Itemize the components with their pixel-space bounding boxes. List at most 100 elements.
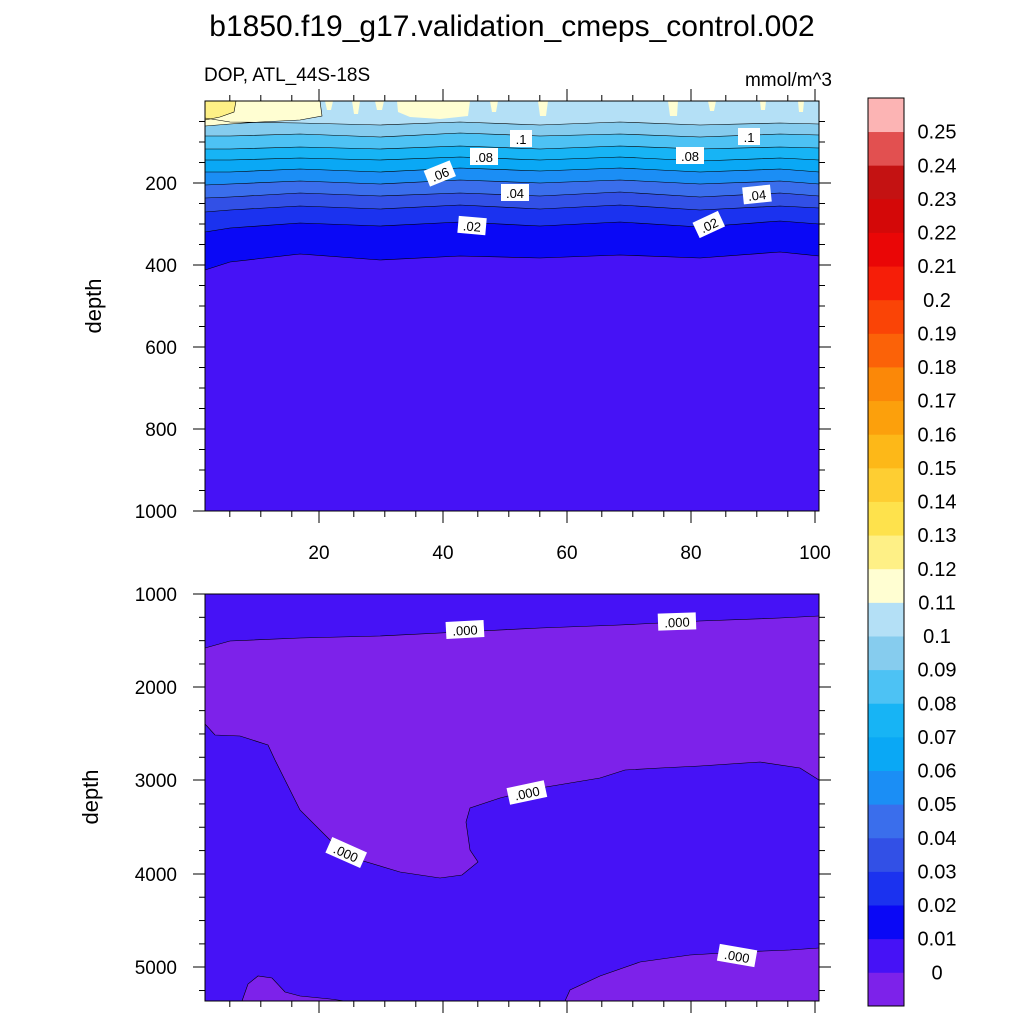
- contour-label: .04: [506, 186, 524, 201]
- contour-label: .02: [698, 215, 721, 236]
- contour-label: .04: [747, 187, 767, 204]
- x-tick-label: 40: [432, 543, 453, 564]
- contour-label-box: .06: [423, 160, 456, 187]
- x-tick-label: 80: [680, 543, 701, 564]
- lower-panel: .000 .000 .000 .000 .000 1000 2000: [78, 585, 831, 1013]
- contour-label: .02: [462, 218, 481, 235]
- variable-label: DOP, ATL_44S-18S: [204, 65, 370, 86]
- upper-x-ticks: [318, 89, 816, 523]
- colorbar-swatch: [868, 602, 904, 637]
- colorbar-swatch: [868, 232, 904, 267]
- colorbar-swatch: [868, 400, 904, 435]
- lower-y-axis-label: depth: [78, 769, 103, 824]
- lower-band-001: [205, 616, 819, 878]
- colorbar-label: 0.16: [918, 424, 957, 446]
- colorbar-swatch: [868, 703, 904, 738]
- colorbar-swatch: [868, 198, 904, 233]
- contour-label-box: .02: [457, 215, 487, 236]
- colorbar-label: 0.13: [918, 525, 957, 547]
- lower-band-003: [242, 976, 345, 1001]
- contour-label: .08: [681, 149, 699, 164]
- colorbar-swatch: [868, 636, 904, 671]
- contour-line-011: [204, 100, 323, 127]
- y-tick-label: 4000: [135, 865, 177, 886]
- colorbar-label: 0.14: [918, 492, 957, 514]
- contour-line-013: [204, 615, 820, 649]
- colorbar-swatch: [868, 568, 904, 603]
- colorbar-swatch: [868, 98, 904, 133]
- y-tick-label: 3000: [135, 771, 177, 792]
- x-tick-label: 20: [308, 543, 329, 564]
- upper-y-axis-label: depth: [81, 278, 106, 333]
- contour-label-box: .02: [692, 210, 726, 239]
- colorbar-swatch: [868, 299, 904, 334]
- contour-label: .08: [475, 150, 493, 165]
- y-tick-label: 400: [145, 256, 177, 277]
- contour-label-box: .04: [742, 184, 772, 205]
- colorbar-label: 0.04: [918, 828, 957, 850]
- colorbar-label: 0.11: [918, 592, 955, 614]
- contour-line-016: [241, 975, 346, 1002]
- lower-ticks: [193, 593, 831, 1013]
- colorbar-swatch: [868, 871, 904, 906]
- upper-band-013: [205, 101, 236, 120]
- contour-line-010: [204, 117, 820, 126]
- colorbar-label: 0.01: [918, 929, 957, 951]
- minor-ticks: [199, 95, 825, 1007]
- contour-label: .1: [744, 130, 755, 145]
- contour-label: .000: [723, 947, 751, 966]
- colorbar-label: 0.25: [918, 122, 957, 144]
- colorbar-label: 0.21: [918, 256, 957, 278]
- upper-patch-005: [490, 101, 498, 112]
- contour-label-box: .000: [657, 612, 697, 631]
- y-tick-label: 2000: [135, 678, 177, 699]
- x-tick-label: 100: [799, 543, 831, 564]
- colorbar-swatch: [868, 467, 904, 502]
- contour-line-005: [204, 179, 820, 186]
- contour-line-007: [205, 156, 820, 162]
- colorbar-swatch: [868, 434, 904, 469]
- colorbar: [868, 98, 904, 1007]
- colorbar-swatch: [868, 736, 904, 771]
- colorbar-swatch: [868, 165, 904, 200]
- colorbar-swatch: [868, 535, 904, 570]
- colorbar-labels: 0 0.01 0.02 0.03 0.04 0.05 0.06 0.07 0.08 0.09 0.1…: [918, 122, 957, 985]
- colorbar-label: 0.02: [918, 895, 957, 917]
- colorbar-swatch: [868, 804, 904, 839]
- colorbar-swatch: [868, 367, 904, 402]
- contour-line-006: [205, 167, 820, 173]
- upper-y-tick-labels: 200 400 600 800 1000: [135, 174, 177, 523]
- colorbar-swatch: [868, 266, 904, 301]
- chart-title: b1850.f19_g17.validation_cmeps_control.0…: [209, 10, 814, 43]
- upper-y-ticks: [193, 182, 831, 512]
- contour-line-004: [204, 191, 820, 199]
- contour-label: .1: [516, 132, 527, 147]
- colorbar-swatch: [868, 669, 904, 704]
- colorbar-label: 0: [931, 962, 942, 984]
- lower-frame: [204, 593, 820, 1002]
- contour-line-008: [205, 145, 820, 150]
- colorbar-label: 0.2: [923, 290, 951, 312]
- colorbar-swatch: [868, 770, 904, 805]
- contour-line-015: [564, 947, 820, 1002]
- contour-line-014: [204, 723, 820, 879]
- colorbar-label: 0.12: [918, 559, 957, 581]
- colorbar-swatch: [868, 131, 904, 166]
- contour-label-box: .000: [716, 943, 758, 968]
- colorbar-label: 0.08: [918, 693, 957, 715]
- colorbar-label: 0.05: [918, 794, 957, 816]
- upper-patch-010: [798, 101, 804, 112]
- contour-line-001: [204, 251, 820, 271]
- colorbar-label: 0.15: [918, 458, 957, 480]
- upper-patch-003: [352, 101, 360, 114]
- colorbar-swatch: [868, 333, 904, 368]
- y-tick-label: 200: [145, 174, 177, 195]
- contour-label-box: .08: [676, 147, 704, 164]
- y-tick-label: 1000: [135, 502, 177, 523]
- upper-patch-006: [538, 101, 548, 116]
- upper-patch-001: [397, 101, 470, 119]
- upper-x-tick-labels: 20 40 60 80 100: [308, 543, 830, 564]
- colorbar-swatch: [868, 501, 904, 536]
- colorbar-label: 0.22: [918, 223, 957, 245]
